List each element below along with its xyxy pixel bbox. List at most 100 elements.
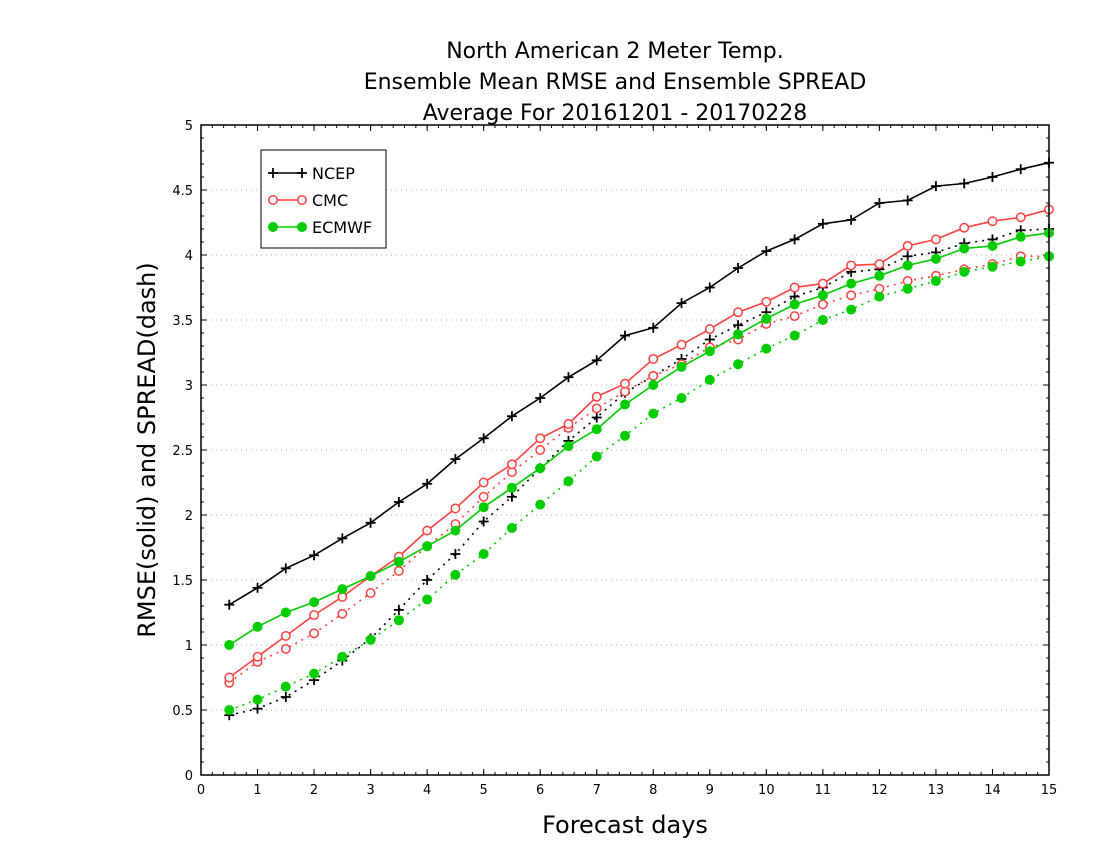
data-point	[365, 517, 376, 528]
data-point	[648, 370, 659, 381]
data-point	[902, 195, 913, 206]
data-point	[591, 451, 602, 462]
data-point	[535, 445, 546, 455]
data-point	[676, 298, 687, 309]
cmc-spread-line	[228, 255, 1049, 684]
data-point	[817, 299, 828, 310]
data-point	[506, 482, 517, 493]
data-point	[309, 668, 320, 679]
data-point	[297, 195, 307, 205]
data-point	[224, 640, 235, 650]
data-point	[902, 260, 913, 271]
data-point	[987, 261, 998, 272]
data-point	[874, 291, 885, 302]
data-point	[563, 441, 574, 452]
data-point	[422, 575, 433, 585]
x-tick-label: 5	[480, 783, 488, 798]
data-point	[478, 433, 489, 444]
x-tick-label: 12	[871, 783, 888, 798]
cmc-rmse-line	[228, 208, 1050, 679]
data-point	[959, 266, 970, 277]
chart-title: North American 2 Meter Temp. Ensemble Mea…	[364, 39, 867, 126]
data-point	[478, 477, 489, 488]
data-point	[591, 391, 602, 402]
y-tick-label: 4.5	[172, 184, 193, 199]
data-point	[309, 597, 320, 608]
ncep-rmse-markers	[224, 157, 1054, 610]
ncep-rmse-line	[228, 161, 1050, 606]
data-point	[648, 322, 659, 333]
data-point	[280, 607, 291, 618]
data-point	[224, 672, 235, 683]
data-point	[620, 330, 630, 341]
legend-label-ecmwf: ECMWF	[312, 218, 372, 237]
data-point	[676, 339, 687, 350]
data-point	[761, 296, 772, 307]
data-point	[280, 563, 291, 574]
data-point	[789, 299, 800, 310]
data-point	[733, 329, 744, 340]
data-point	[393, 556, 404, 567]
data-point	[817, 218, 828, 229]
data-point	[789, 282, 800, 293]
data-point	[337, 533, 348, 544]
data-point	[704, 346, 715, 357]
data-point	[280, 643, 291, 654]
data-point	[422, 541, 433, 552]
data-point	[252, 694, 263, 705]
data-point	[393, 497, 404, 507]
data-point	[591, 355, 602, 366]
data-point	[224, 705, 235, 715]
data-point	[620, 378, 630, 389]
data-point	[535, 499, 546, 510]
data-point	[591, 412, 602, 423]
data-point	[987, 216, 998, 227]
plot-frame	[200, 124, 1050, 776]
data-point	[506, 491, 517, 502]
data-point	[676, 393, 687, 403]
data-point	[761, 313, 772, 324]
x-axis-title: Forecast days	[542, 811, 708, 839]
data-point	[620, 430, 630, 441]
data-point	[874, 198, 885, 208]
ecmwf-spread-line	[228, 255, 1050, 711]
data-point	[535, 463, 546, 474]
data-point	[648, 408, 659, 419]
legend-box	[260, 149, 387, 249]
data-point	[252, 582, 263, 593]
data-point	[789, 330, 800, 341]
x-tick-label: 3	[366, 783, 374, 798]
data-point	[450, 525, 461, 536]
data-point	[902, 251, 913, 262]
data-point	[789, 311, 800, 322]
data-point	[297, 168, 307, 178]
data-point	[789, 234, 800, 245]
data-point	[1015, 231, 1026, 242]
data-point	[846, 278, 857, 289]
data-point	[535, 393, 546, 403]
data-point	[620, 399, 630, 410]
data-point	[478, 549, 489, 559]
data-point	[478, 516, 489, 527]
data-point	[365, 588, 376, 598]
data-point	[280, 692, 291, 702]
series-layer	[224, 157, 1054, 721]
data-point	[930, 253, 941, 264]
data-point	[591, 424, 602, 435]
data-point	[733, 307, 744, 318]
data-point	[704, 374, 715, 385]
legend: NCEP CMC ECMWF	[260, 149, 387, 249]
ecmwf-rmse-line	[228, 232, 1050, 646]
data-point	[422, 525, 433, 536]
data-point	[280, 630, 291, 641]
data-point	[450, 569, 461, 580]
data-point	[987, 240, 998, 251]
title-line: North American 2 Meter Temp.	[446, 39, 784, 64]
data-point	[563, 372, 574, 383]
x-tick-label: 10	[758, 783, 775, 798]
data-point	[450, 549, 461, 559]
data-point	[733, 359, 744, 370]
data-point	[648, 380, 659, 390]
ncep-spread-markers	[224, 224, 1054, 721]
